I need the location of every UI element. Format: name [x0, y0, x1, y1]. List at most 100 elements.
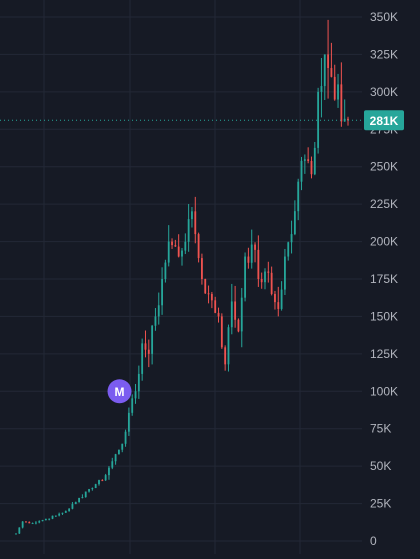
candle-body: [124, 431, 127, 444]
candle-body: [257, 249, 260, 279]
candle-body: [184, 241, 187, 251]
candle: [187, 203, 190, 252]
candle-body: [347, 118, 349, 121]
candle: [127, 407, 130, 436]
candle: [207, 285, 210, 304]
candle: [247, 247, 250, 269]
candle-body: [250, 244, 253, 263]
event-marker[interactable]: M: [107, 379, 132, 404]
candle: [177, 234, 180, 258]
candle: [44, 518, 47, 521]
candle-body: [284, 256, 286, 290]
candle-body: [323, 54, 326, 87]
candle: [167, 225, 170, 267]
candle: [224, 345, 227, 371]
candle-body: [54, 515, 57, 517]
candle-body: [118, 449, 120, 455]
y-tick-label: 75K: [370, 422, 391, 436]
candle-body: [293, 211, 296, 235]
candle: [171, 238, 173, 249]
candle-body: [121, 443, 124, 450]
candle: [300, 156, 303, 191]
candle: [220, 313, 223, 349]
candle: [58, 512, 61, 517]
candle: [101, 479, 104, 482]
candle-body: [297, 181, 300, 212]
candle-body: [94, 484, 97, 489]
candle-body: [131, 398, 134, 413]
candle: [274, 290, 276, 310]
candle: [15, 533, 17, 535]
candle: [197, 232, 200, 263]
candle-body: [340, 84, 343, 122]
candle-body: [38, 521, 41, 523]
candle: [184, 233, 187, 255]
candle-body: [320, 86, 323, 92]
candle: [78, 497, 80, 503]
candle: [41, 519, 44, 522]
candle-body: [333, 76, 336, 100]
candle-body: [134, 391, 137, 399]
candle: [217, 307, 220, 323]
candle-body: [98, 480, 100, 485]
candle: [21, 521, 24, 529]
y-tick-label: 225K: [370, 197, 398, 211]
candle-body: [144, 343, 147, 350]
candle: [277, 286, 280, 317]
y-tick-label: 150K: [370, 309, 398, 323]
candle-body: [174, 245, 177, 247]
candle-body: [307, 159, 310, 161]
candle-body: [111, 461, 114, 468]
candle: [214, 296, 217, 314]
candle-body: [88, 489, 90, 492]
candle-body: [210, 293, 213, 301]
y-tick-label: 0: [370, 534, 377, 548]
candle: [347, 116, 349, 126]
candle: [287, 241, 290, 261]
candle-body: [287, 242, 290, 257]
candle: [147, 339, 150, 368]
candle-body: [181, 250, 183, 257]
candle-body: [48, 518, 51, 520]
candle: [194, 196, 197, 244]
candle: [141, 338, 144, 381]
candle: [250, 229, 253, 269]
candle-body: [204, 279, 207, 294]
candle-body: [197, 234, 200, 259]
candle: [164, 259, 167, 283]
candle: [111, 457, 114, 470]
candle: [293, 200, 296, 236]
candle-body: [151, 325, 154, 354]
candle: [134, 383, 137, 404]
candle: [181, 248, 183, 266]
candle-body: [64, 511, 67, 513]
candle-body: [81, 497, 84, 499]
candle-body: [270, 272, 273, 294]
candle-body: [240, 297, 243, 332]
candle-body: [217, 312, 220, 317]
candle-body: [227, 327, 230, 365]
candle-body: [310, 160, 313, 175]
candle: [94, 483, 97, 489]
current-price-tag: 281K: [364, 110, 404, 131]
candles: [15, 19, 349, 535]
candle-body: [61, 512, 64, 514]
candle: [317, 87, 320, 154]
marker-circle[interactable]: [107, 379, 132, 404]
candle: [91, 487, 94, 491]
candle-body: [108, 467, 110, 476]
candle: [191, 206, 193, 228]
candle-body: [154, 316, 157, 326]
candle-body: [191, 211, 193, 220]
current-price-tag-box: [364, 110, 404, 131]
y-tick-label: 250K: [370, 160, 398, 174]
candle-body: [44, 518, 47, 521]
candle-body: [127, 412, 130, 432]
candle: [260, 272, 263, 289]
candle-body: [161, 279, 163, 306]
y-tick-label: 175K: [370, 272, 398, 286]
candle-body: [220, 316, 223, 348]
candle-body: [201, 258, 203, 279]
